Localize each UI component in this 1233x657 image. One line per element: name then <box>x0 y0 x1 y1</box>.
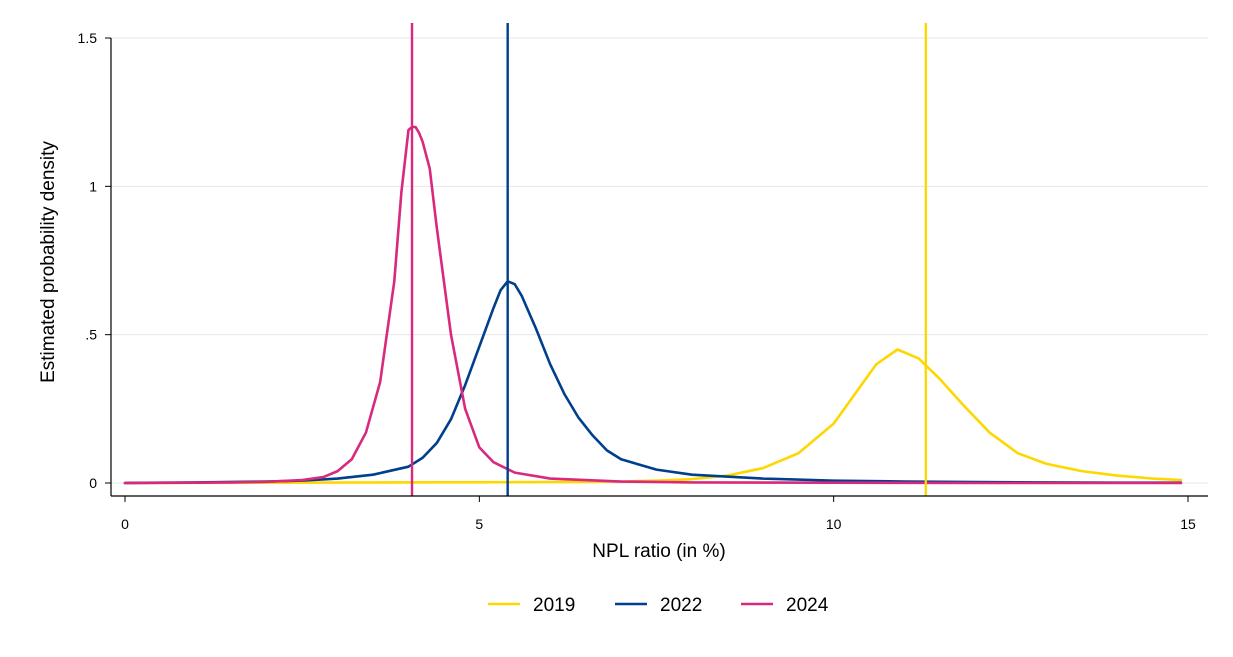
x-tick-label-0: 0 <box>121 516 129 532</box>
gridlines <box>111 37 1208 484</box>
axes <box>110 38 1208 497</box>
tick-labels: 0 .5 1 1.5 0 5 10 15 <box>78 30 1196 532</box>
legend-label-2022: 2022 <box>660 595 702 616</box>
x-tick-label-1: 5 <box>475 516 483 532</box>
vertical-reference-lines <box>410 23 927 496</box>
x-axis-title: NPL ratio (in %) <box>592 541 725 562</box>
y-tick-label-2: 1 <box>89 178 97 194</box>
y-tick-label-1: .5 <box>85 327 97 343</box>
x-tick-label-3: 15 <box>1180 516 1196 532</box>
legend-label-2024: 2024 <box>786 595 829 616</box>
series-line-2019 <box>123 348 1183 485</box>
series-line-2022 <box>123 279 1183 485</box>
y-tick-label-0: 0 <box>89 475 97 491</box>
y-tick-label-3: 1.5 <box>78 30 98 46</box>
series-line-2024 <box>123 125 1183 485</box>
density-curves <box>123 125 1183 485</box>
legend-label-2019: 2019 <box>533 595 575 616</box>
legend: 2019 2022 2024 <box>488 595 829 616</box>
x-tick-label-2: 10 <box>826 516 842 532</box>
y-axis-title: Estimated probability density <box>38 141 59 383</box>
